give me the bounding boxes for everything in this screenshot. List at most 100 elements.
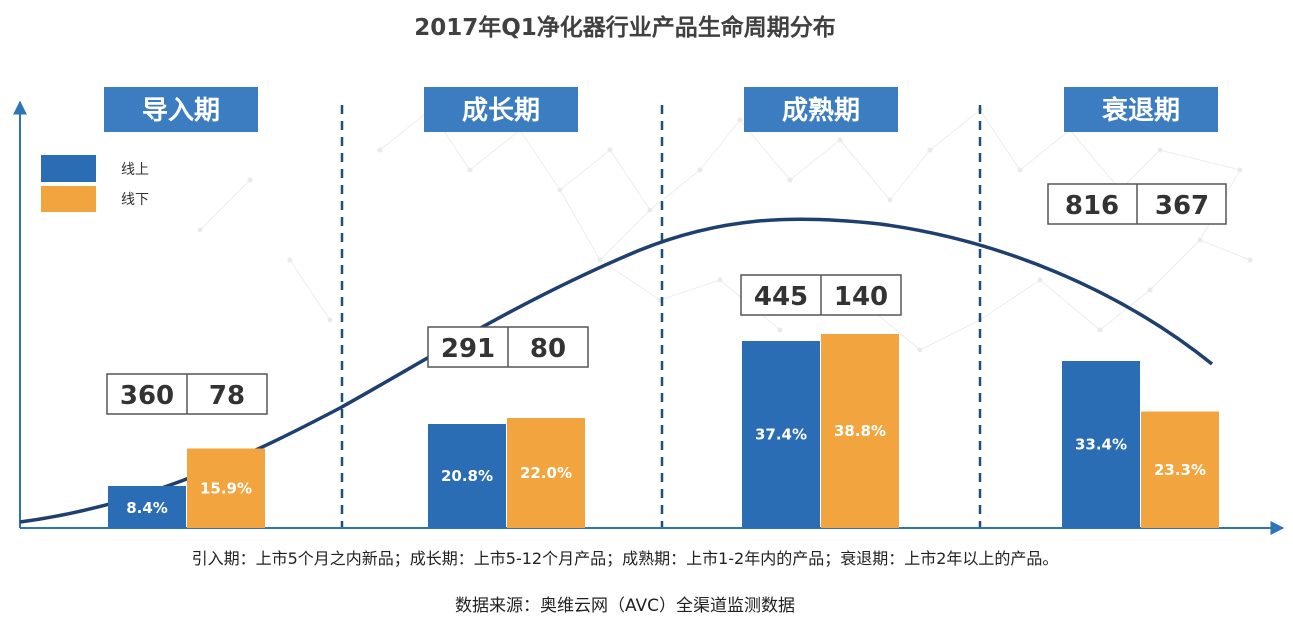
bar-value-label-decline-offline: 23.3% [1154, 461, 1206, 479]
network-line [889, 149, 931, 201]
network-line [199, 179, 251, 231]
network-node [1037, 277, 1043, 283]
network-node [597, 257, 603, 263]
bar-mature-offline [821, 334, 899, 528]
phase-label-growth: 成长期 [424, 87, 578, 132]
bar-value-label-decline-online: 33.4% [1075, 436, 1127, 454]
network-node [557, 187, 563, 193]
network-line [979, 279, 1041, 321]
network-node [1197, 237, 1203, 243]
network-line [649, 169, 701, 211]
phase-label-mature: 成熟期 [744, 87, 898, 132]
network-line [919, 319, 981, 351]
bar-intro-online [108, 486, 186, 528]
data-source: 数据来源：奥维云网（AVC）全渠道监测数据 [455, 596, 795, 616]
network-line [839, 139, 891, 201]
count-box-decline: 816 367 [1047, 183, 1227, 225]
network-node [247, 177, 253, 183]
background-network-pattern [197, 107, 1253, 353]
bar-value-label-intro-offline: 15.9% [200, 479, 252, 497]
bar-growth-online [428, 424, 506, 528]
chart-title: 2017年Q1净化器行业产品生命周期分布 [414, 14, 836, 41]
network-node [777, 327, 783, 333]
network-node [697, 167, 703, 173]
bar-decline-online [1062, 361, 1140, 528]
network-line [609, 149, 651, 211]
bar-growth-offline [507, 418, 585, 528]
network-line [1039, 279, 1101, 331]
network-node [717, 277, 723, 283]
network-line [599, 259, 661, 301]
phase-label-text: 成熟期 [782, 95, 860, 126]
phase-label-decline: 衰退期 [1064, 87, 1218, 132]
count-online: 291 [441, 334, 495, 364]
network-node [377, 147, 383, 153]
definition-note: 引入期：上市5个月之内新品；成长期：上市5-12个月产品；成熟期：上市1-2年内… [192, 549, 1059, 568]
legend-label-offline: 线下 [121, 192, 149, 208]
network-node [837, 137, 843, 143]
network-node [197, 227, 203, 233]
network-line [379, 109, 431, 151]
count-offline: 80 [530, 334, 566, 364]
network-line [929, 109, 981, 151]
count-online: 360 [120, 381, 174, 411]
network-node [917, 347, 923, 353]
network-line [519, 129, 561, 191]
network-node [647, 207, 653, 213]
network-node [467, 167, 473, 173]
bar-decline-offline [1141, 411, 1219, 528]
network-node [287, 257, 293, 263]
count-offline: 140 [834, 282, 888, 312]
bar-value-label-mature-online: 37.4% [755, 426, 807, 444]
count-online: 816 [1065, 191, 1119, 221]
bar-value-label-growth-offline: 22.0% [520, 464, 572, 482]
network-node [737, 117, 743, 123]
count-online: 445 [754, 282, 808, 312]
network-line [1019, 129, 1071, 171]
network-line [699, 119, 741, 171]
network-node [1247, 257, 1253, 263]
count-offline: 78 [209, 381, 245, 411]
legend-swatch-offline [41, 186, 96, 212]
phase-label-intro: 导入期 [104, 87, 258, 132]
network-line [1149, 239, 1201, 291]
phase-label-text: 成长期 [462, 96, 540, 126]
network-line [979, 109, 1021, 171]
phase-label-text: 衰退期 [1101, 95, 1180, 126]
network-line [1099, 289, 1151, 331]
phase-label-text: 导入期 [142, 96, 220, 126]
bar-mature-online [742, 341, 820, 528]
network-line [1199, 239, 1251, 261]
network-node [1147, 287, 1153, 293]
network-node [607, 147, 613, 153]
count-box-growth: 291 80 [427, 326, 589, 368]
count-offline: 367 [1155, 191, 1209, 221]
legend-swatch-online [41, 155, 96, 182]
network-line [1069, 129, 1121, 191]
network-node [1097, 327, 1103, 333]
network-line [1159, 149, 1241, 171]
bar-value-label-growth-online: 20.8% [441, 467, 493, 485]
network-line [559, 149, 611, 191]
bars-group: 8.4% 15.9% 20.8% 22.0% 37.4% 38.8% 33.4% 23.3% [108, 334, 1219, 528]
bar-value-label-mature-offline: 38.8% [834, 422, 886, 440]
network-node [1017, 167, 1023, 173]
network-node [1237, 167, 1243, 173]
count-box-mature: 445 140 [740, 274, 902, 316]
legend: 线上 线下 [41, 155, 149, 212]
network-line [289, 259, 331, 321]
network-line [559, 189, 601, 261]
network-line [789, 139, 841, 181]
legend-label-online: 线上 [121, 162, 149, 178]
network-node [787, 177, 793, 183]
network-line [599, 209, 651, 261]
network-line [469, 129, 521, 171]
network-node [887, 197, 893, 203]
network-line [659, 279, 721, 301]
bar-intro-offline [187, 448, 265, 528]
bar-value-label-intro-online: 8.4% [126, 499, 168, 517]
network-node [1157, 147, 1163, 153]
network-node [927, 147, 933, 153]
count-box-intro: 360 78 [106, 373, 268, 415]
